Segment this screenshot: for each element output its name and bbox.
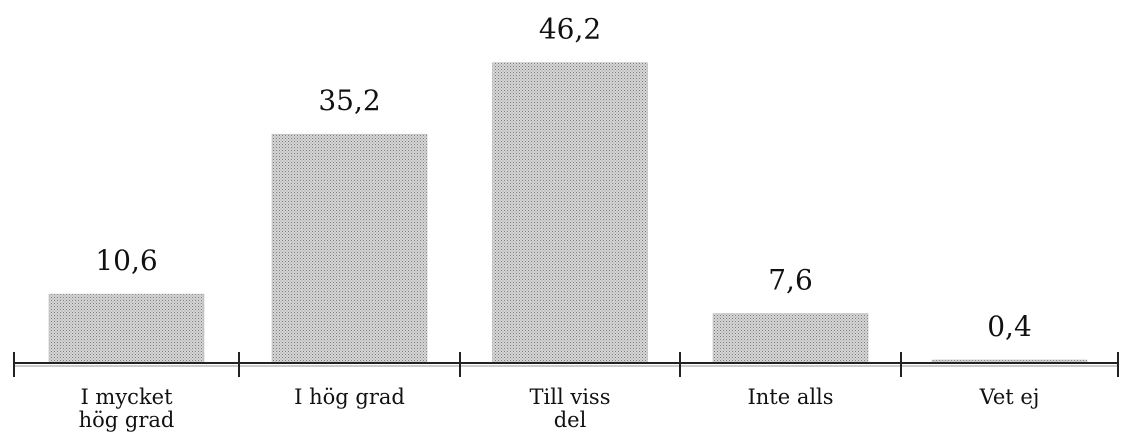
bar	[48, 293, 205, 364]
bar	[492, 62, 648, 364]
x-tick-label: I mycket hög grad	[79, 385, 175, 432]
x-tick-label: Till viss del	[530, 385, 611, 432]
category-labels-group: I mycket hög grad I hög grad Till viss del In…	[79, 385, 1040, 432]
value-labels-group: 10,6 35,2 46,2 7,6 0,4	[95, 13, 1031, 343]
bar	[271, 133, 428, 364]
data-label: 35,2	[318, 84, 380, 117]
data-label: 10,6	[95, 244, 157, 277]
data-label: 7,6	[768, 264, 813, 297]
bar	[712, 313, 869, 364]
x-tick-label: I hög grad	[294, 385, 405, 409]
bars-group	[48, 62, 1088, 364]
x-tick-label: Vet ej	[979, 385, 1040, 409]
x-tick-label: Inte alls	[747, 385, 833, 409]
data-label: 0,4	[987, 310, 1032, 343]
x-axis	[13, 352, 1119, 377]
data-label: 46,2	[539, 13, 601, 46]
